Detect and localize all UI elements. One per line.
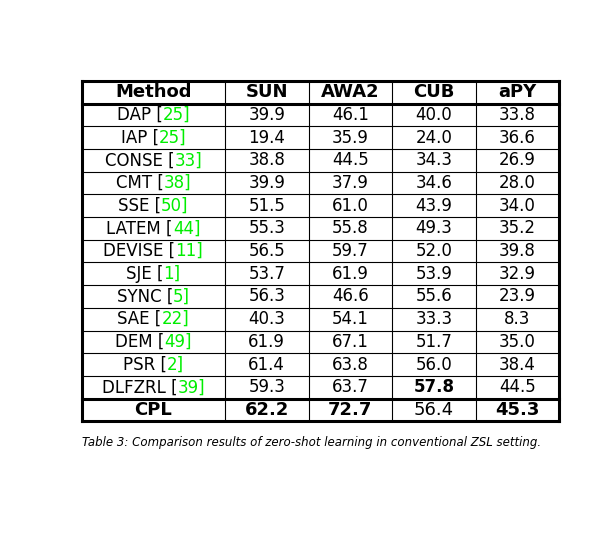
Text: 5]: 5] [173, 287, 190, 306]
Text: 43.9: 43.9 [415, 197, 452, 215]
Text: 63.7: 63.7 [332, 378, 369, 396]
Text: DAP [: DAP [ [116, 106, 163, 124]
Text: DLFZRL [: DLFZRL [ [102, 378, 177, 396]
Text: 22]: 22] [161, 310, 189, 328]
Text: 61.4: 61.4 [248, 355, 285, 374]
Text: 56.5: 56.5 [248, 242, 285, 260]
Text: 34.3: 34.3 [415, 151, 452, 169]
Text: 33]: 33] [174, 151, 202, 169]
Text: SJE [: SJE [ [126, 265, 164, 283]
Text: 25]: 25] [163, 106, 190, 124]
Text: IAP [: IAP [ [121, 129, 159, 146]
Text: 1]: 1] [164, 265, 180, 283]
Text: Table 3: Comparison results of zero-shot learning in conventional ZSL setting.: Table 3: Comparison results of zero-shot… [82, 436, 541, 449]
Text: 39.9: 39.9 [248, 106, 285, 124]
Text: 53.7: 53.7 [248, 265, 285, 283]
Text: 25]: 25] [159, 129, 186, 146]
Text: 49]: 49] [164, 333, 192, 351]
Text: 38.4: 38.4 [499, 355, 536, 374]
Text: SSE [: SSE [ [118, 197, 161, 215]
Text: 67.1: 67.1 [332, 333, 369, 351]
Text: 62.2: 62.2 [245, 401, 289, 419]
Text: 23.9: 23.9 [499, 287, 536, 306]
Text: 24.0: 24.0 [415, 129, 452, 146]
Text: 35.9: 35.9 [332, 129, 369, 146]
Text: 55.8: 55.8 [332, 219, 369, 237]
Text: 57.8: 57.8 [413, 378, 455, 396]
Text: AWA2: AWA2 [321, 83, 379, 101]
Text: 52.0: 52.0 [415, 242, 452, 260]
Text: 51.5: 51.5 [248, 197, 285, 215]
Text: 56.0: 56.0 [415, 355, 452, 374]
Text: 61.0: 61.0 [332, 197, 369, 215]
Text: 34.0: 34.0 [499, 197, 536, 215]
Text: 38.8: 38.8 [248, 151, 285, 169]
Text: aPY: aPY [498, 83, 537, 101]
Text: 51.7: 51.7 [415, 333, 452, 351]
Text: 39]: 39] [177, 378, 205, 396]
Text: 50]: 50] [161, 197, 188, 215]
Text: 44.5: 44.5 [499, 378, 536, 396]
Text: 36.6: 36.6 [499, 129, 536, 146]
Text: 45.3: 45.3 [495, 401, 540, 419]
Text: 33.3: 33.3 [415, 310, 452, 328]
Text: CPL: CPL [134, 401, 172, 419]
Text: DEVISE [: DEVISE [ [103, 242, 176, 260]
Text: 46.1: 46.1 [332, 106, 369, 124]
Text: 8.3: 8.3 [505, 310, 530, 328]
Text: DEM [: DEM [ [115, 333, 164, 351]
Text: 56.3: 56.3 [248, 287, 285, 306]
Text: Method: Method [115, 83, 192, 101]
Text: SAE [: SAE [ [118, 310, 161, 328]
Text: 35.2: 35.2 [499, 219, 536, 237]
Text: 61.9: 61.9 [332, 265, 369, 283]
Text: 56.4: 56.4 [414, 401, 454, 419]
Text: 46.6: 46.6 [332, 287, 369, 306]
Text: CMT [: CMT [ [116, 174, 163, 192]
Text: 54.1: 54.1 [332, 310, 369, 328]
Text: 44]: 44] [173, 219, 200, 237]
Text: 40.0: 40.0 [415, 106, 452, 124]
Text: 59.7: 59.7 [332, 242, 369, 260]
Text: 44.5: 44.5 [332, 151, 369, 169]
Text: 39.9: 39.9 [248, 174, 285, 192]
Text: 35.0: 35.0 [499, 333, 536, 351]
Text: 28.0: 28.0 [499, 174, 536, 192]
Text: 32.9: 32.9 [499, 265, 536, 283]
Text: 34.6: 34.6 [415, 174, 452, 192]
Text: PSR [: PSR [ [123, 355, 167, 374]
Text: LATEM [: LATEM [ [107, 219, 173, 237]
Text: 37.9: 37.9 [332, 174, 369, 192]
Text: 55.3: 55.3 [248, 219, 285, 237]
Text: 39.8: 39.8 [499, 242, 536, 260]
Text: 49.3: 49.3 [415, 219, 452, 237]
Text: 11]: 11] [176, 242, 203, 260]
Text: 40.3: 40.3 [248, 310, 285, 328]
Text: 19.4: 19.4 [248, 129, 285, 146]
Text: 72.7: 72.7 [328, 401, 373, 419]
Text: CONSE [: CONSE [ [105, 151, 174, 169]
Text: 26.9: 26.9 [499, 151, 536, 169]
Text: 61.9: 61.9 [248, 333, 285, 351]
Text: 38]: 38] [163, 174, 191, 192]
Text: SYNC [: SYNC [ [116, 287, 173, 306]
Text: 2]: 2] [167, 355, 184, 374]
Text: 59.3: 59.3 [248, 378, 285, 396]
Text: 53.9: 53.9 [415, 265, 452, 283]
Text: CUB: CUB [413, 83, 455, 101]
Text: 55.6: 55.6 [415, 287, 452, 306]
Text: 63.8: 63.8 [332, 355, 369, 374]
Text: 33.8: 33.8 [499, 106, 536, 124]
Text: SUN: SUN [246, 83, 288, 101]
